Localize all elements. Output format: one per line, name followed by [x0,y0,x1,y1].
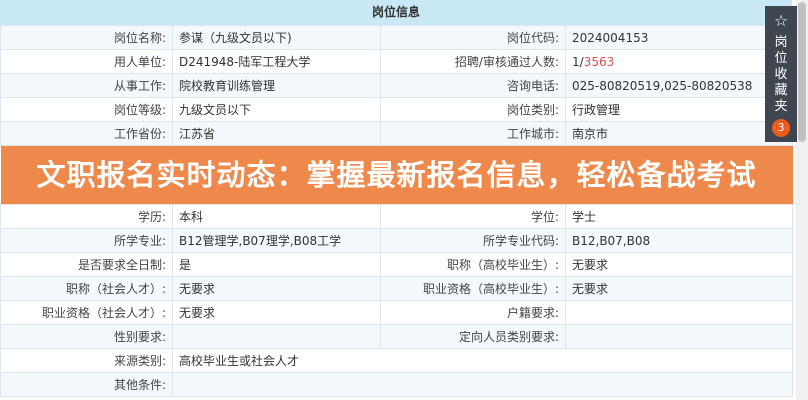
field-label: 岗位等级: [0,97,173,122]
table-row: 岗位名称: 参谋（九级文员以下) 岗位代码: 2024004153 [0,25,793,50]
field-value: 025-80820519,025-80820538 [565,73,793,98]
section-title: 岗位信息 [0,0,792,25]
field-value: D241948-陆军工程大学 [172,49,381,74]
field-label: 来源类别: [0,348,173,373]
field-value: 江苏省 [172,121,381,146]
approved-count: 3563 [583,54,615,69]
table-row: 工作省份: 江苏省 工作城市: 南京市 [0,121,793,146]
favorites-label[interactable]: 岗位收藏夹 [774,35,788,114]
field-label: 其他条件: [0,372,173,397]
field-label: 工作城市: [380,121,566,146]
headline-banner: 文职报名实时动态：掌握最新报名信息，轻松备战考试 [0,145,793,205]
field-value: B12管理学,B07理学,B08工学 [172,228,381,253]
field-value: 行政管理 [565,97,793,122]
field-label: 户籍要求: [380,300,566,325]
table-row: 职称（社会人才）: 无要求 职业资格（高校毕业生）: 无要求 [0,276,793,301]
table-row: 职业资格（社会人才）: 无要求 户籍要求: [0,300,793,325]
table-row: 其他条件: [0,372,793,397]
field-value: 2024004153 [565,25,793,50]
field-value: 是 [172,252,381,277]
scrollbar-thumb[interactable] [798,2,806,142]
table-row: 用人单位: D241948-陆军工程大学 招聘/审核通过人数: 1/3563 [0,49,793,74]
field-label: 岗位名称: [0,25,173,50]
field-label: 职业资格（社会人才）: [0,300,173,325]
field-value: 南京市 [565,121,793,146]
table-row: 所学专业: B12管理学,B07理学,B08工学 所学专业代码: B12,B07,B0… [0,228,793,253]
favorites-panel[interactable]: ☆ 岗位收藏夹 3 [765,6,797,142]
field-label: 岗位代码: [380,25,566,50]
field-value: 九级文员以下 [172,97,381,122]
field-label: 所学专业: [0,228,173,253]
table-row: 性别要求: 定向人员类别要求: [0,324,793,349]
hire-count: 1/ [572,54,584,69]
field-label: 是否要求全日制: [0,252,173,277]
field-value: B12,B07,B08 [565,228,793,253]
field-label: 学位: [380,204,566,229]
field-label: 招聘/审核通过人数: [380,49,566,74]
field-value: 本科 [172,204,381,229]
field-value: 无要求 [172,276,381,301]
field-value [172,324,381,349]
table-row: 岗位等级: 九级文员以下 岗位类别: 行政管理 [0,97,793,122]
field-label: 职称（高校毕业生）: [380,252,566,277]
field-label: 工作省份: [0,121,173,146]
field-value: 无要求 [565,276,793,301]
field-label: 从事工作: [0,73,173,98]
position-info-table: 岗位名称: 参谋（九级文员以下) 岗位代码: 2024004153 用人单位: D2419… [0,25,793,397]
field-value: 1/3563 [565,49,793,74]
field-value [172,372,793,397]
table-row: 来源类别: 高校毕业生或社会人才 [0,348,793,373]
field-value: 无要求 [172,300,381,325]
table-row: 从事工作: 院校教育训练管理 咨询电话: 025-80820519,025-80820… [0,73,793,98]
field-value: 无要求 [565,252,793,277]
scrollbar[interactable] [796,0,808,400]
field-value: 学士 [565,204,793,229]
field-label: 职业资格（高校毕业生）: [380,276,566,301]
field-label: 职称（社会人才）: [0,276,173,301]
field-label: 性别要求: [0,324,173,349]
star-icon[interactable]: ☆ [773,11,789,30]
field-label: 岗位类别: [380,97,566,122]
table-row: 学历: 本科 学位: 学士 [0,204,793,229]
field-label: 所学专业代码: [380,228,566,253]
field-label: 定向人员类别要求: [380,324,566,349]
field-value: 院校教育训练管理 [172,73,381,98]
field-label: 学历: [0,204,173,229]
field-value [565,324,793,349]
field-label: 咨询电话: [380,73,566,98]
table-row: 是否要求全日制: 是职称（高校毕业生）: 无要求 [0,252,793,277]
banner-row: 文职报名实时动态：掌握最新报名信息，轻松备战考试 [0,145,793,205]
field-value [565,300,793,325]
field-label: 用人单位: [0,49,173,74]
field-value: 参谋（九级文员以下) [172,25,381,50]
field-value: 高校毕业生或社会人才 [172,348,793,373]
favorites-count-badge: 3 [772,119,790,137]
